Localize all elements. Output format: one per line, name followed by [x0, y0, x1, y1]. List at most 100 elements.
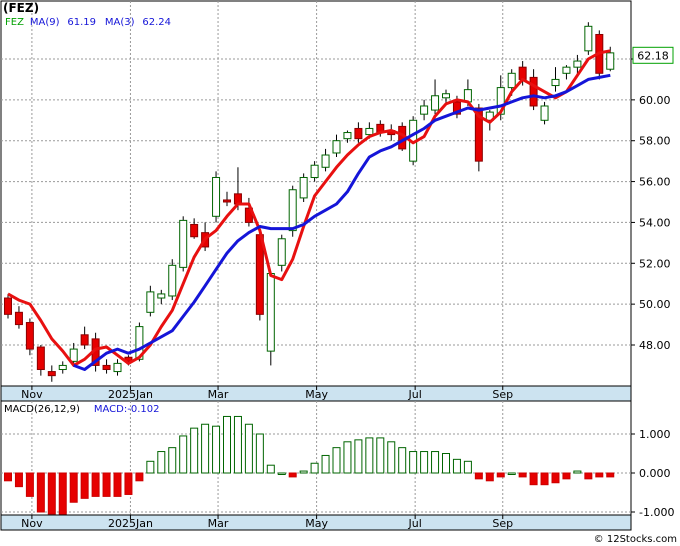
macd-bar: [387, 441, 396, 474]
candle-body: [157, 293, 166, 299]
candle-body: [496, 87, 505, 115]
ma-line-ma9: [73, 73, 611, 371]
candle-body: [420, 105, 429, 115]
macd-bar: [409, 451, 418, 474]
ma-line-ma3: [7, 49, 611, 367]
candle-body: [606, 52, 615, 70]
candle: [25, 318, 34, 356]
macd-bar: [584, 472, 593, 480]
legend-item: 62.24: [142, 17, 171, 28]
candle: [529, 69, 538, 111]
macd-legend-item: MACD:-0.102: [94, 404, 160, 415]
x-tick-label: 2025Jan: [108, 517, 153, 530]
x-tick-label: Jul: [408, 388, 422, 401]
candle-body: [4, 297, 12, 315]
macd-bar: [496, 472, 505, 478]
candle-body: [321, 154, 330, 168]
macd-bar: [212, 425, 221, 474]
macd-bar: [573, 470, 582, 474]
macd-ytick-label: -1.000: [639, 506, 674, 519]
candle-body: [310, 164, 319, 178]
macd-bar: [463, 460, 472, 474]
x-tick-label: May: [305, 388, 328, 401]
candle-body: [135, 326, 144, 360]
candle: [310, 161, 319, 182]
candle-body: [551, 78, 560, 87]
watermark: © 12Stocks.com: [594, 534, 677, 545]
candle-body: [299, 176, 308, 199]
candle-body: [69, 348, 78, 362]
candle: [47, 365, 56, 382]
macd-bar: [398, 447, 407, 474]
candle-body: [354, 127, 363, 140]
macd-bar: [4, 472, 12, 482]
price-ytick-label: 54.00: [639, 216, 671, 229]
macd-legend: MACD(26,12,9) MACD:-0.102: [4, 404, 159, 415]
macd-bar: [255, 433, 264, 474]
candle: [146, 285, 155, 317]
candle-body: [562, 66, 571, 74]
candle-body: [168, 264, 177, 297]
candle-body: [474, 107, 483, 162]
macd-bar: [135, 472, 144, 482]
last-price-marker: 62.18: [632, 46, 674, 64]
candle-body: [452, 101, 461, 115]
x-tick-label: Nov: [21, 388, 43, 401]
x-tick-label: Sep: [492, 517, 513, 530]
macd-bar: [551, 472, 560, 484]
macd-bar: [365, 437, 374, 474]
macd-bars: [4, 415, 615, 517]
macd-bar: [266, 464, 275, 474]
macd-bar: [343, 441, 352, 474]
x-tick-label: Jul: [408, 517, 422, 530]
candle-body: [365, 127, 374, 136]
price-ytick-label: 50.00: [639, 298, 671, 311]
candle-body: [179, 219, 188, 268]
candle: [223, 191, 231, 207]
candle: [113, 359, 122, 376]
macd-bar: [431, 451, 440, 474]
candle: [212, 171, 221, 223]
candle: [179, 216, 188, 272]
macd-bar: [80, 472, 89, 499]
price-ytick-label: 60.00: [639, 94, 671, 107]
macd-legend-item: MACD(26,12,9): [4, 404, 80, 415]
macd-bar: [595, 472, 604, 478]
legend-item: FEZ: [5, 17, 24, 28]
candle: [321, 148, 330, 172]
macd-bar: [562, 472, 571, 480]
candle-body: [442, 93, 450, 99]
macd-bar: [244, 423, 253, 474]
candle: [299, 173, 308, 202]
candle: [80, 326, 89, 350]
price-legend: FEZ MA(9) 61.19 MA(3) 62.24: [5, 17, 171, 28]
candle-body: [36, 346, 45, 371]
legend-item: MA(3): [105, 17, 135, 28]
candle-body: [102, 364, 111, 371]
candle: [442, 89, 450, 104]
macd-bar: [124, 472, 133, 495]
candle: [277, 234, 286, 272]
chart-title: (FEZ): [3, 1, 39, 15]
candle: [343, 130, 352, 143]
price-grid: [1, 1, 631, 386]
candle-body: [190, 223, 199, 238]
macd-bar: [47, 472, 56, 515]
candle-body: [80, 334, 89, 346]
candle: [420, 99, 429, 121]
last-price-label: 62.18: [637, 49, 669, 62]
price-ytick-label: 58.00: [639, 135, 671, 148]
price-ytick-label: 56.00: [639, 176, 671, 189]
macd-bar: [518, 472, 527, 478]
macd-bar: [157, 451, 166, 474]
macd-bar: [201, 423, 210, 474]
macd-bar: [507, 472, 516, 475]
candle: [266, 271, 275, 366]
macd-bar: [310, 462, 319, 474]
candle: [332, 134, 341, 158]
price-x-axis: Nov 2025Jan Mar May Jul Sep: [21, 386, 513, 401]
macd-bar: [452, 458, 461, 474]
macd-bar: [376, 437, 385, 474]
